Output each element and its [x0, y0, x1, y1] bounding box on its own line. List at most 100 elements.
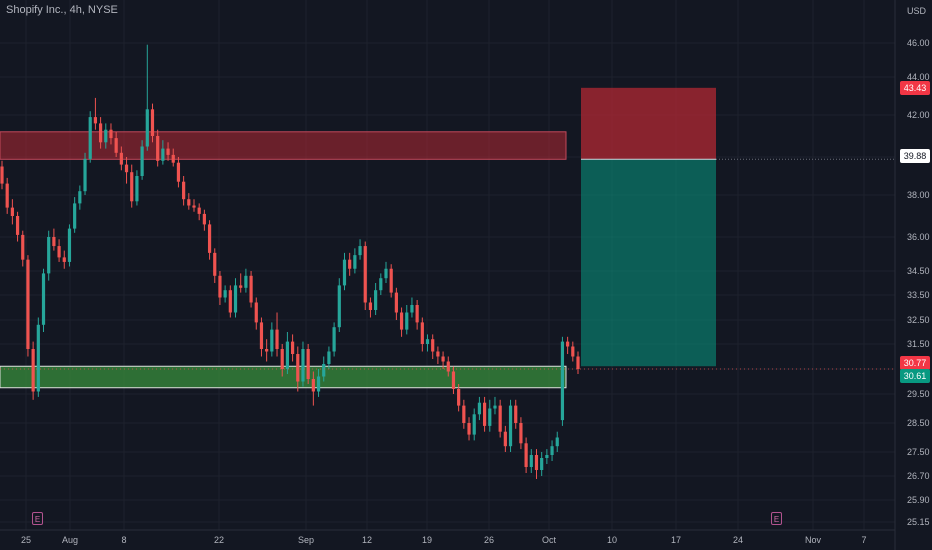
y-tick-label: 25.15 — [907, 517, 930, 527]
y-tick-label: 27.50 — [907, 447, 930, 457]
candle-body — [57, 246, 61, 258]
candle-body — [5, 183, 9, 208]
candle — [171, 148, 175, 167]
price-labels: 43.43 39.88 30.77 30.61 — [900, 81, 930, 383]
candle — [31, 341, 35, 400]
x-tick-label: 22 — [214, 535, 224, 545]
candle-body — [218, 275, 222, 298]
y-tick-label: 31.50 — [907, 339, 930, 349]
candle — [176, 157, 181, 188]
y-tick-label: 33.50 — [907, 290, 930, 300]
candle-body — [519, 423, 523, 444]
candle-body — [322, 364, 326, 377]
candle — [249, 271, 253, 308]
candle — [182, 176, 186, 206]
candle — [166, 142, 170, 161]
axis-currency: USD — [907, 6, 927, 16]
candle — [119, 146, 123, 171]
candle — [275, 312, 279, 357]
candle — [98, 117, 103, 149]
candle — [67, 224, 72, 267]
candle — [265, 339, 269, 362]
candlestick-series — [0, 44, 895, 479]
earnings-event-icon[interactable]: E — [771, 512, 782, 525]
x-tick-label: 10 — [607, 535, 617, 545]
candle — [482, 396, 487, 432]
candle — [405, 305, 409, 335]
candle-body — [555, 437, 559, 447]
candle — [545, 449, 549, 464]
candle-body — [415, 305, 419, 323]
price-label-box — [900, 356, 930, 370]
candle — [451, 366, 456, 394]
candle — [415, 300, 419, 330]
candle — [327, 346, 331, 369]
candle — [259, 317, 264, 357]
candle-body — [140, 146, 144, 176]
x-tick-label: 26 — [484, 535, 494, 545]
candle — [425, 334, 430, 352]
candle — [410, 297, 414, 318]
candle-body — [348, 259, 352, 269]
candle — [114, 131, 118, 157]
candle — [306, 344, 310, 384]
candle — [431, 334, 435, 359]
candle-body — [374, 290, 378, 310]
candle — [519, 417, 523, 450]
candle — [57, 239, 61, 262]
x-tick-label: 24 — [733, 535, 743, 545]
candle — [379, 273, 383, 295]
candle — [368, 297, 373, 318]
candle-body — [290, 341, 295, 354]
candle-body — [316, 376, 321, 392]
candle-body — [83, 158, 87, 192]
candle — [462, 399, 466, 429]
candle-body — [503, 431, 507, 447]
short-position-tool[interactable] — [581, 87, 895, 367]
candle — [239, 273, 243, 293]
candle-body — [363, 246, 367, 303]
candle-body — [41, 273, 46, 325]
candle — [337, 278, 341, 332]
candle — [202, 209, 206, 231]
candle — [316, 369, 321, 397]
price-label-text: 30.61 — [904, 371, 927, 381]
candle-body — [399, 312, 404, 330]
candle — [348, 252, 352, 276]
candle — [244, 268, 248, 293]
candle — [420, 317, 424, 352]
candle — [285, 332, 290, 374]
candle-body — [410, 305, 414, 313]
candle — [150, 103, 155, 143]
candle-body — [15, 216, 20, 235]
candle — [140, 140, 144, 180]
candle — [156, 129, 160, 167]
candle — [508, 399, 513, 452]
candle-body — [467, 423, 471, 435]
candle-body — [311, 379, 315, 392]
earnings-event-icon[interactable]: E — [32, 512, 43, 525]
candle-body — [472, 414, 476, 435]
candle — [41, 268, 46, 332]
candle-body — [135, 176, 139, 202]
price-label-text: 39.88 — [904, 151, 927, 161]
candle-body — [534, 455, 539, 470]
candle — [5, 177, 9, 214]
price-label-target: 30.61 — [900, 369, 930, 383]
take-profit-area — [581, 159, 716, 367]
y-tick-label: 44.00 — [907, 72, 930, 82]
candle — [296, 346, 300, 392]
chart-title: Shopify Inc., 4h, NYSE — [6, 4, 118, 16]
candle — [446, 356, 450, 377]
candle — [374, 283, 378, 315]
x-tick-label: 19 — [422, 535, 432, 545]
candle — [104, 123, 108, 149]
candle — [498, 399, 502, 438]
x-tick-label: Sep — [298, 535, 314, 545]
candle-body — [337, 285, 341, 328]
y-tick-label: 28.50 — [907, 418, 930, 428]
candle-body — [462, 405, 466, 423]
y-tick-label: 36.00 — [907, 232, 930, 242]
candle — [394, 287, 398, 320]
